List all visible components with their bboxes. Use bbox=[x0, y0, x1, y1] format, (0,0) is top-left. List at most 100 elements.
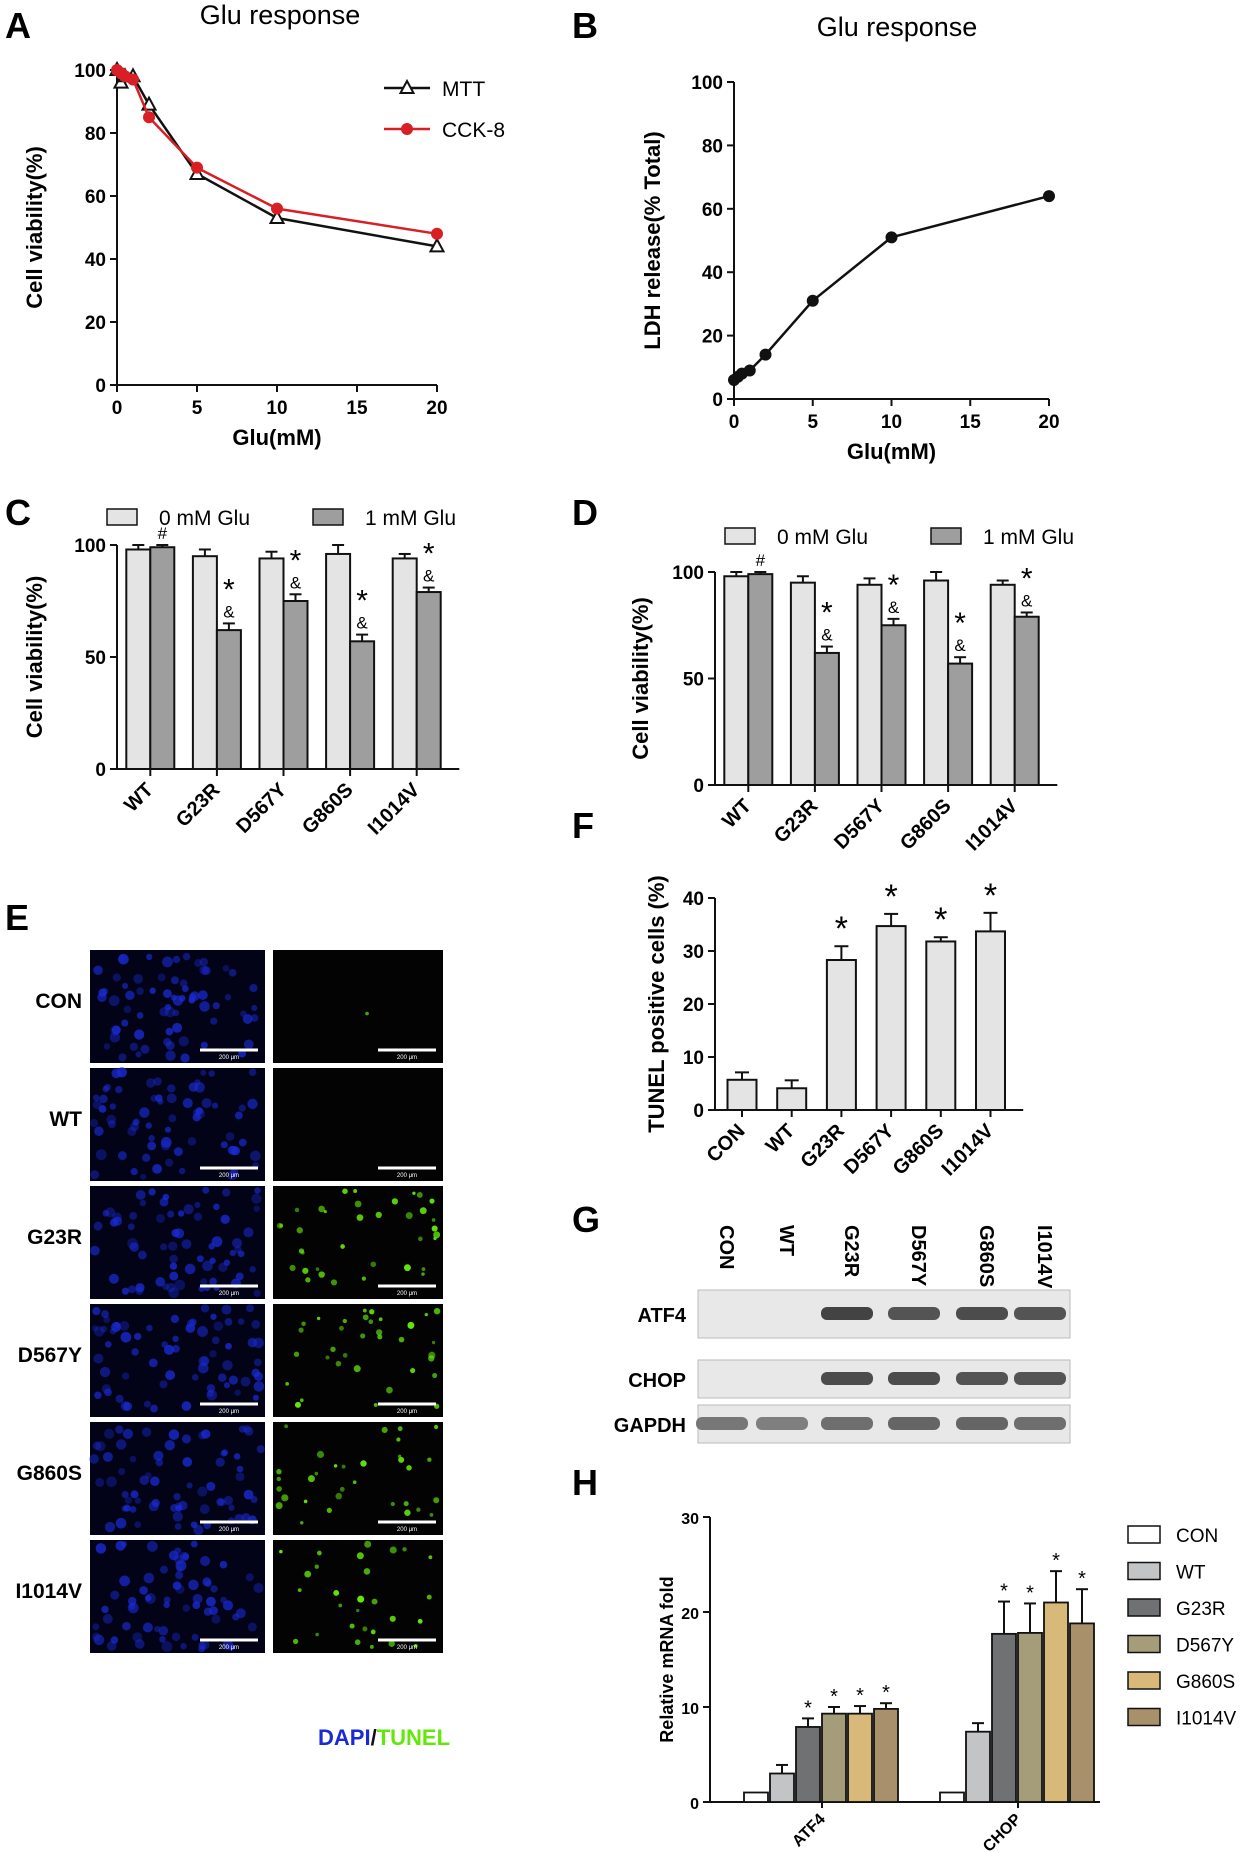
nucleus-dot bbox=[120, 1331, 132, 1343]
data-point bbox=[743, 364, 756, 377]
blot-band bbox=[1014, 1307, 1066, 1320]
data-point bbox=[1043, 190, 1055, 203]
nucleus-dot bbox=[132, 1119, 139, 1126]
nucleus-dot bbox=[223, 1495, 234, 1506]
tunel-dot bbox=[429, 1198, 435, 1204]
nucleus-dot bbox=[135, 1051, 142, 1058]
nucleus-dot bbox=[171, 1228, 180, 1238]
nucleus-dot bbox=[140, 1044, 150, 1054]
bar bbox=[975, 930, 1006, 1112]
blot-band bbox=[888, 1307, 940, 1320]
nucleus-dot bbox=[162, 1193, 170, 1201]
micrograph-row-label: I1014V bbox=[15, 1580, 82, 1603]
nucleus-dot bbox=[92, 1325, 99, 1332]
tunel-dot bbox=[349, 1623, 355, 1629]
nucleus-dot bbox=[238, 1138, 247, 1147]
nucleus-dot bbox=[150, 1404, 158, 1413]
y-tick-label: 20 bbox=[85, 313, 106, 334]
nucleus-dot bbox=[189, 1318, 197, 1326]
nucleus-dot bbox=[92, 1307, 101, 1316]
tunel-dot bbox=[388, 1640, 395, 1647]
nucleus-dot bbox=[253, 1582, 264, 1593]
blot-row-label: GAPDH bbox=[614, 1415, 686, 1437]
y-tick-label: 20 bbox=[683, 995, 704, 1016]
nucleus-dot bbox=[245, 1304, 255, 1313]
nucleus-dot bbox=[163, 989, 172, 998]
nucleus-dot bbox=[157, 973, 166, 982]
bar bbox=[821, 1712, 847, 1803]
tunel-dot bbox=[404, 1264, 411, 1272]
scale-bar-label: 200 μm bbox=[219, 1173, 239, 1179]
tunel-dot bbox=[410, 1368, 416, 1374]
nucleus-dot bbox=[163, 1596, 171, 1604]
nucleus-dot bbox=[206, 1384, 216, 1393]
nucleus-dot bbox=[198, 1645, 205, 1653]
legend-label: 0 mM Glu bbox=[777, 526, 868, 549]
nucleus-dot bbox=[200, 1356, 210, 1366]
tunel-dot bbox=[381, 1426, 388, 1433]
y-tick-label: 50 bbox=[85, 648, 106, 669]
nucleus-dot bbox=[94, 1391, 102, 1400]
y-tick-label: 20 bbox=[681, 1606, 699, 1623]
nucleus-dot bbox=[247, 1098, 258, 1110]
nucleus-dot bbox=[134, 1521, 142, 1529]
nucleus-dot bbox=[92, 1099, 102, 1110]
nucleus-dot bbox=[145, 1594, 152, 1602]
nucleus-dot bbox=[225, 1132, 235, 1141]
nucleus-dot bbox=[150, 1476, 160, 1487]
legend-swatch bbox=[312, 508, 344, 526]
significance-mark: * bbox=[821, 597, 833, 630]
scale-bar-label: 200 μm bbox=[397, 1645, 417, 1651]
nucleus-dot bbox=[167, 1210, 175, 1218]
blot-band bbox=[956, 1307, 1008, 1320]
nucleus-dot bbox=[153, 1450, 164, 1461]
legend-swatch bbox=[1127, 1561, 1161, 1581]
panel-letter-c: C bbox=[5, 492, 31, 533]
nucleus-dot bbox=[106, 1476, 117, 1488]
nucleus-dot bbox=[155, 1094, 163, 1102]
y-tick-label: 0 bbox=[95, 376, 106, 397]
scale-bar-label: 200 μm bbox=[397, 1409, 417, 1415]
lane-label: WT bbox=[775, 1225, 797, 1256]
y-tick-label: 10 bbox=[683, 1048, 704, 1069]
nucleus-dot bbox=[178, 1036, 189, 1047]
nucleus-dot bbox=[168, 1287, 180, 1299]
scale-bar-label: 200 μm bbox=[219, 1409, 239, 1415]
scale-bar-label: 200 μm bbox=[397, 1291, 417, 1297]
nucleus-dot bbox=[181, 1434, 192, 1444]
nucleus-dot bbox=[122, 1621, 131, 1631]
legend-swatch bbox=[724, 527, 756, 545]
nucleus-dot bbox=[136, 1012, 144, 1019]
nucleus-dot bbox=[249, 1150, 261, 1162]
tunel-dot bbox=[314, 1471, 319, 1476]
blot-band bbox=[888, 1372, 940, 1385]
nucleus-dot bbox=[199, 1504, 210, 1515]
y-tick-label: 0 bbox=[693, 776, 704, 797]
nucleus-dot bbox=[124, 1496, 132, 1504]
tunel-dot bbox=[326, 1507, 332, 1513]
legend-label: CCK-8 bbox=[442, 119, 505, 142]
nucleus-dot bbox=[134, 1639, 145, 1649]
nucleus-dot bbox=[203, 1607, 213, 1616]
caption-tunel: TUNEL bbox=[377, 1725, 450, 1750]
nucleus-dot bbox=[140, 1173, 147, 1180]
tunel-dot bbox=[416, 1507, 421, 1512]
significance-mark: * bbox=[984, 877, 997, 915]
chart-f-tunel-bars: 0 10 20 30 40 TUNEL positive cells (%) CON WT * G… bbox=[644, 875, 1024, 1180]
tunel-dot bbox=[431, 1225, 438, 1232]
tunel-dot bbox=[433, 1424, 439, 1430]
bar bbox=[769, 1772, 795, 1803]
tunel-dot bbox=[297, 1588, 302, 1593]
nucleus-dot bbox=[148, 1358, 158, 1368]
tunel-dot bbox=[397, 1426, 403, 1432]
y-tick-label: 80 bbox=[85, 124, 106, 145]
nucleus-dot bbox=[164, 1440, 175, 1451]
legend-swatch bbox=[1127, 1634, 1161, 1654]
nucleus-dot bbox=[251, 1193, 262, 1204]
x-tick-label: 15 bbox=[960, 412, 982, 433]
bar bbox=[947, 662, 974, 787]
nucleus-dot bbox=[164, 1006, 176, 1018]
significance-mark: * bbox=[1021, 562, 1033, 595]
nucleus-dot bbox=[250, 1014, 259, 1022]
